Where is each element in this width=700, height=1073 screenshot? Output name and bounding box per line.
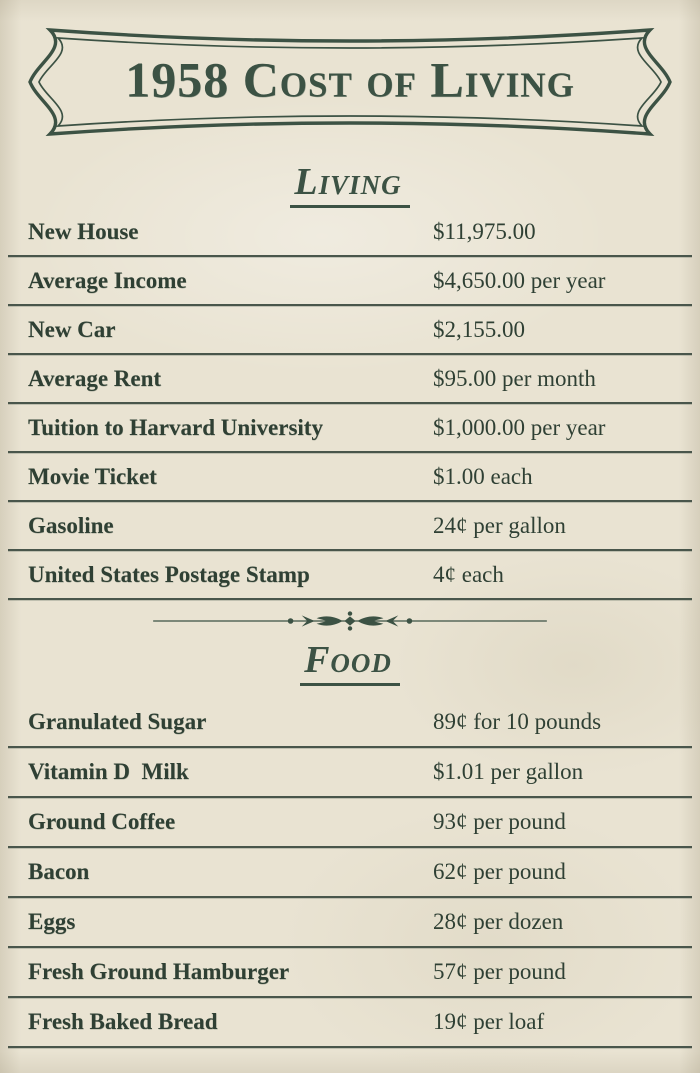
table-row: Average Rent $95.00 per month: [8, 355, 692, 404]
table-row: United States Postage Stamp 4¢ each: [8, 551, 692, 600]
table-row: Ground Coffee 93¢ per pound: [8, 798, 692, 848]
section-divider: [8, 608, 692, 634]
row-value: $4,650.00 per year: [433, 267, 606, 293]
section-heading-text: Food: [300, 638, 400, 686]
row-label: Granulated Sugar: [28, 709, 207, 734]
price-section: Living New House $11,975.00 Average Inco…: [8, 160, 692, 600]
table-row: New Car $2,155.00: [8, 306, 692, 355]
title-banner: 1958 Cost of Living: [12, 20, 688, 144]
row-value: 89¢ for 10 pounds: [433, 709, 602, 734]
table-row: Average Income $4,650.00 per year: [8, 257, 692, 306]
section-heading-text: Living: [290, 160, 410, 208]
row-label: United States Postage Stamp: [28, 561, 310, 587]
table-row: Gasoline 24¢ per gallon: [8, 502, 692, 551]
row-value: 57¢ per pound: [433, 959, 566, 984]
table-row: Fresh Baked Bread 19¢ per loaf: [8, 998, 692, 1048]
banner-frame-icon: [28, 27, 672, 137]
row-value: $1.01 per gallon: [433, 759, 584, 784]
table-row: Tuition to Harvard University $1,000.00 …: [8, 404, 692, 453]
row-label: New House: [28, 218, 139, 244]
row-label: Fresh Baked Bread: [28, 1009, 218, 1034]
section-heading: Food: [8, 638, 692, 686]
row-label: New Car: [28, 316, 116, 342]
row-label: Eggs: [28, 909, 76, 934]
row-label: Average Rent: [28, 365, 162, 391]
row-label: Ground Coffee: [28, 809, 176, 834]
row-label: Bacon: [28, 859, 90, 884]
row-value: $11,975.00: [433, 218, 536, 244]
row-label: Fresh Ground Hamburger: [28, 959, 290, 984]
table-row: Bacon 62¢ per pound: [8, 848, 692, 898]
row-value: $1,000.00 per year: [433, 414, 606, 440]
row-label: Tuition to Harvard University: [28, 414, 323, 440]
row-value: 28¢ per dozen: [433, 909, 564, 934]
table-row: Vitamin D Milk $1.01 per gallon: [8, 748, 692, 798]
row-value: 62¢ per pound: [433, 859, 566, 884]
row-value: 4¢ each: [433, 561, 504, 587]
price-section: Food Granulated Sugar 89¢ for 10 pounds …: [8, 608, 692, 1048]
table-row: Fresh Ground Hamburger 57¢ per pound: [8, 948, 692, 998]
row-value: $95.00 per month: [433, 365, 596, 391]
row-value: 24¢ per gallon: [433, 512, 566, 538]
section-rows: New House $11,975.00 Average Income $4,6…: [8, 208, 692, 600]
table-row: Movie Ticket $1.00 each: [8, 453, 692, 502]
page-title: 1958 Cost of Living: [125, 51, 575, 108]
row-label: Gasoline: [28, 512, 114, 538]
row-label: Vitamin D Milk: [28, 759, 189, 784]
table-row: Eggs 28¢ per dozen: [8, 898, 692, 948]
row-value: $2,155.00: [433, 316, 525, 342]
row-label: Average Income: [28, 267, 187, 293]
row-label: Movie Ticket: [28, 463, 157, 489]
table-row: Granulated Sugar 89¢ for 10 pounds: [8, 698, 692, 748]
row-value: 93¢ per pound: [433, 809, 566, 834]
row-value: 19¢ per loaf: [433, 1009, 545, 1034]
section-rows: Granulated Sugar 89¢ for 10 pounds Vitam…: [8, 698, 692, 1048]
table-row: New House $11,975.00: [8, 208, 692, 257]
section-heading: Living: [8, 160, 692, 208]
price-table: Living New House $11,975.00 Average Inco…: [8, 160, 692, 1048]
divider-ornament-icon: [153, 611, 547, 631]
row-value: $1.00 each: [433, 463, 533, 489]
